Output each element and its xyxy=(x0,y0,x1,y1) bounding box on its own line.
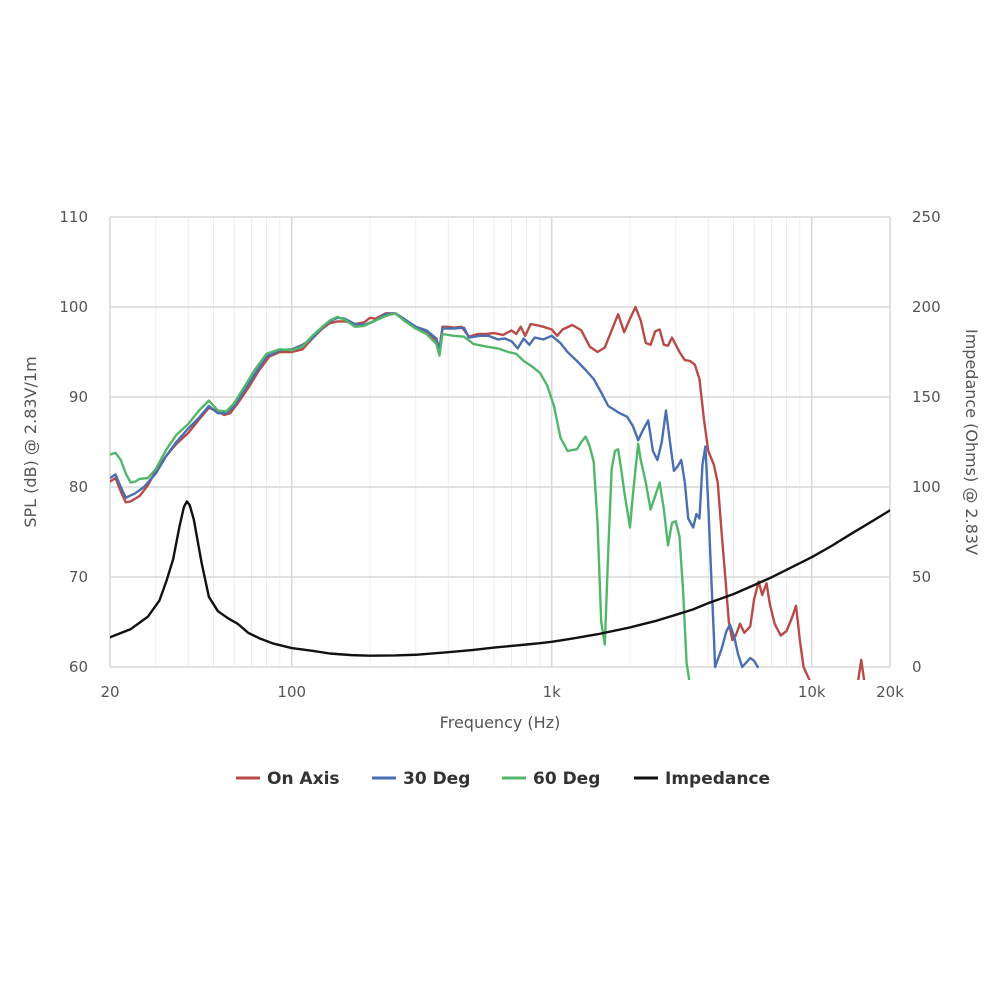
series-line-60-deg xyxy=(110,312,691,680)
series-line-impedance xyxy=(110,500,890,657)
y2-tick-label: 100 xyxy=(912,478,941,496)
x-axis-title: Frequency (Hz) xyxy=(440,713,561,732)
y2-tick-label: 50 xyxy=(912,568,931,586)
legend-label: 60 Deg xyxy=(533,769,600,789)
y-tick-label: 110 xyxy=(59,208,88,226)
grid-lines xyxy=(109,216,891,668)
x-tick-label: 20 xyxy=(100,683,119,701)
y-tick-label: 60 xyxy=(69,658,88,676)
series-layer xyxy=(110,305,890,680)
legend-label: On Axis xyxy=(267,769,340,789)
series-line-30-deg xyxy=(110,312,759,669)
y-axis-title: SPL (dB) @ 2.83V/1m xyxy=(21,356,40,527)
x-tick-label: 1k xyxy=(543,683,562,701)
y2-tick-label: 250 xyxy=(912,208,941,226)
y-tick-label: 70 xyxy=(69,568,88,586)
y2-tick-label: 0 xyxy=(912,658,922,676)
legend-item-60-deg[interactable]: 60 Deg xyxy=(502,769,600,789)
y2-tick-label: 150 xyxy=(912,388,941,406)
y2-axis-title: Impedance (Ohms) @ 2.83V xyxy=(962,329,981,555)
legend-item-impedance[interactable]: Impedance xyxy=(634,769,770,789)
legend-item-30-deg[interactable]: 30 Deg xyxy=(372,769,470,789)
x-tick-label: 20k xyxy=(876,683,904,701)
legend-label: 30 Deg xyxy=(403,769,470,789)
x-tick-label: 100 xyxy=(277,683,306,701)
series-line-on-axis xyxy=(110,305,866,680)
y-tick-label: 80 xyxy=(69,478,88,496)
x-tick-label: 10k xyxy=(798,683,826,701)
legend-label: Impedance xyxy=(665,769,770,789)
y2-tick-label: 200 xyxy=(912,298,941,316)
y-tick-label: 100 xyxy=(59,298,88,316)
y-tick-label: 90 xyxy=(69,388,88,406)
legend: On Axis 30 Deg 60 Deg Impedance xyxy=(236,769,770,789)
tick-labels: 20 100 1k 10k 20k 60 70 80 90 100 110 0 50 100 150 200 2… xyxy=(59,208,940,701)
legend-item-on-axis[interactable]: On Axis xyxy=(236,769,340,789)
